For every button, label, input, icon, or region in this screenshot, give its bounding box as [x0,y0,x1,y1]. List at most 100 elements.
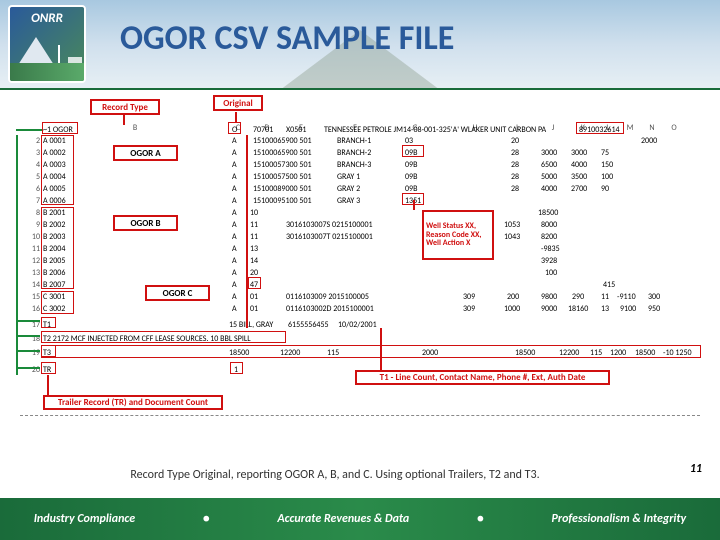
cell: 6500 [541,160,557,170]
outline-B [41,207,74,289]
cell: TENNESSEE PETROLE JM14-08-001-325'A' WLA… [324,125,546,135]
cell: 150 [601,160,613,170]
label-trailer: Trailer Record (TR) and Document Count [43,395,223,410]
rownum: 9 [28,220,40,230]
cell: 15 BILL, GRAY [229,320,273,330]
cell: GRAY 3 [337,196,360,206]
cell: A [232,160,237,170]
cell: 5000 [541,172,557,182]
header-divider [0,88,720,90]
label-record-type: Record Type [90,99,160,115]
cell: 14 [250,256,258,266]
cell: A [232,208,237,218]
cell: 309 [463,292,475,302]
rownum: 7 [28,196,40,206]
cell: 1053 [504,220,520,230]
bullet-icon: ● [477,512,484,526]
cell: 3000 [571,148,587,158]
label-ogor-b: OGOR B [113,215,178,231]
page-number: 11 [690,462,702,476]
cell: 415 [603,280,615,290]
cell: A [232,280,237,290]
col-O: O [664,123,684,134]
rownum: 2 [28,136,40,146]
gline [16,350,40,352]
cell: 950 [648,304,660,314]
hilite-TR1 [230,362,243,374]
cell: A [232,220,237,230]
footer-b: Accurate Revenues & Data [277,512,409,526]
cell: 2700 [571,184,587,194]
cell: GRAY 2 [337,184,360,194]
cell: 11 [250,220,258,230]
hilite-O [228,122,241,134]
hilite-ogor [42,122,78,134]
cell: 4000 [571,160,587,170]
cell: A [232,244,237,254]
footer-a: Industry Compliance [34,512,135,526]
label-ogor-c: OGOR C [145,285,210,301]
cell: A [232,136,237,146]
cell: 3000 [541,148,557,158]
cell: 70701 [253,125,273,135]
hilite-8910 [576,122,624,134]
logo-base [10,63,84,81]
cell: 6155556455 [288,320,329,330]
hilite-T1 [41,317,56,328]
cell: 1000 [504,304,520,314]
cell: A [232,184,237,194]
rownum: 16 [28,304,40,314]
hilite-09B [402,145,424,157]
cell: 10/02/2001 [338,320,377,330]
outline-A [41,135,74,205]
cell: 3016103007S 0215100001 [286,220,373,230]
page-title: OGOR CSV SAMPLE FILE [120,18,454,59]
cell: A [232,304,237,314]
onrr-logo: ONRR [8,5,86,83]
cell: 4000 [541,184,557,194]
cell: 09B [405,160,417,170]
cell: 11 [601,292,609,302]
bullet-icon: ● [203,512,210,526]
cell: 09B [405,172,417,182]
cell: A [232,172,237,182]
hilite-TR [41,362,56,374]
label-t1-note: T1 - Line Count, Contact Name, Phone #, … [355,370,610,385]
cell: A [232,196,237,206]
divider [20,415,700,416]
cell: 1043 [504,232,520,242]
rownum: 11 [28,244,40,254]
rownum: 14 [28,280,40,290]
cell: 28 [511,148,519,158]
rline [123,115,125,125]
cell: A [232,292,237,302]
gline [16,320,40,322]
cell: 290 [572,292,584,302]
cell: 11 [250,232,258,242]
cell: 13 [601,304,609,314]
rownum: 4 [28,160,40,170]
rownum: 3 [28,148,40,158]
cell: 8000 [541,220,557,230]
cell: -9835 [541,244,560,254]
caption: Record Type Original, reporting OGOR A, … [0,468,670,482]
cell: BRANCH-2 [337,148,371,158]
rownum: 15 [28,292,40,302]
cell: 9800 [541,292,557,302]
cell: 13 [250,244,258,254]
cell: GRAY 1 [337,172,360,182]
logo-mountain-icon [18,37,54,65]
cell: 20 [511,136,519,146]
footer: Industry Compliance ● Accurate Revenues … [0,498,720,540]
col-B: B [105,123,165,134]
cell: 309 [463,304,475,314]
cell: A [232,232,237,242]
rline [235,112,237,123]
cell: -9110 [617,292,636,302]
cell: 2000 [641,136,657,146]
col-N: N [642,123,662,134]
cell: 3928 [541,256,557,266]
gline [16,129,42,131]
cell: 15100065900 501 [253,148,312,158]
rline [380,328,382,370]
